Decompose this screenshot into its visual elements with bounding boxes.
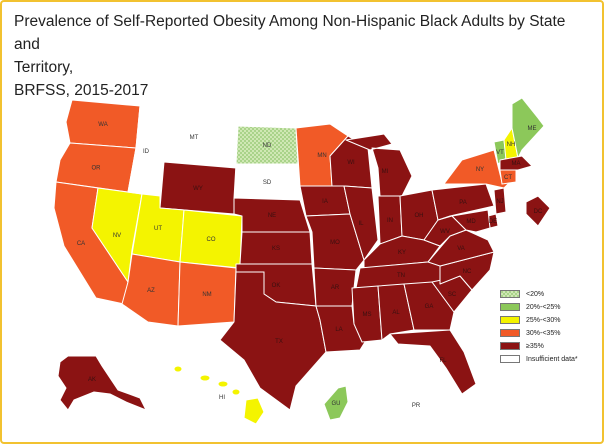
state-FL bbox=[389, 329, 477, 395]
state-label-mt: MT bbox=[190, 135, 199, 141]
state-label-wy: WY bbox=[193, 186, 203, 192]
state-GA bbox=[403, 281, 455, 331]
state-label-tx: TX bbox=[275, 339, 283, 345]
legend-swatch bbox=[500, 329, 520, 337]
state-label-mn: MN bbox=[317, 153, 326, 159]
legend-swatch bbox=[500, 303, 520, 311]
legend-item: <20% bbox=[500, 288, 578, 300]
state-label-ar: AR bbox=[331, 285, 340, 291]
state-AL bbox=[377, 283, 415, 341]
territory-PR bbox=[389, 397, 443, 413]
state-label-wa: WA bbox=[98, 122, 107, 128]
state-label-la: LA bbox=[335, 327, 342, 333]
legend-swatch bbox=[500, 355, 520, 363]
state-label-mi: MI bbox=[382, 169, 389, 175]
legend-label: 30%-<35% bbox=[526, 329, 561, 337]
map-title: Prevalence of Self-Reported Obesity Amon… bbox=[14, 10, 594, 102]
state-label-ne: NE bbox=[268, 213, 276, 219]
state-label-id: ID bbox=[143, 149, 150, 155]
state-label-ny: NY bbox=[476, 167, 484, 173]
state-label-tn: TN bbox=[397, 273, 405, 279]
legend-label: 25%-<30% bbox=[526, 316, 561, 324]
legend-label: Insufficient data* bbox=[526, 355, 578, 363]
legend-swatch bbox=[500, 316, 520, 324]
state-label-ks: KS bbox=[272, 246, 280, 252]
state-PA bbox=[431, 183, 495, 221]
map-legend: <20% 20%-<25% 25%-<30% 30%-<35% ≥35% Insuffic… bbox=[500, 288, 578, 366]
territory-GU bbox=[323, 385, 349, 421]
legend-item: 30%-<35% bbox=[500, 327, 578, 339]
title-line-2: Territory, bbox=[14, 59, 74, 76]
state-label-ky: KY bbox=[398, 250, 406, 256]
legend-swatch bbox=[500, 342, 520, 350]
state-label-ia: IA bbox=[322, 199, 328, 205]
state-label-ms: MS bbox=[363, 312, 372, 318]
state-label-wi: WI bbox=[347, 160, 355, 166]
state-AK bbox=[57, 355, 147, 411]
state-label-mo: MO bbox=[330, 240, 340, 246]
state-label-nm: NM bbox=[202, 292, 211, 298]
legend-item: ≥35% bbox=[500, 340, 578, 352]
state-label-wv: WV bbox=[440, 229, 450, 235]
state-label-or: OR bbox=[92, 166, 102, 172]
legend-swatch bbox=[500, 290, 520, 298]
state-labels: WA OR CA NV ID MT WY UT CO AZ NM ND SD NE KS OK TX MN IA MO… bbox=[77, 122, 543, 409]
state-label-sd: SD bbox=[263, 180, 272, 186]
state-label-ca: CA bbox=[77, 241, 85, 247]
state-label-va: VA bbox=[457, 246, 465, 252]
title-line-3: BRFSS, 2015-2017 bbox=[14, 82, 149, 99]
state-label-nj: NJ bbox=[496, 199, 503, 205]
legend-label: ≥35% bbox=[526, 342, 544, 350]
state-KY bbox=[363, 235, 441, 269]
state-label-sc: SC bbox=[448, 292, 457, 298]
state-label-ak: AK bbox=[88, 377, 96, 383]
state-label-de: DE bbox=[489, 219, 497, 225]
state-TX bbox=[219, 271, 327, 411]
state-label-vt: VT bbox=[496, 150, 504, 156]
state-label-nh: NH bbox=[507, 142, 516, 148]
state-label-gu: GU bbox=[332, 401, 341, 407]
legend-item: 25%-<30% bbox=[500, 314, 578, 326]
state-label-pa: PA bbox=[459, 200, 467, 206]
state-label-ga: GA bbox=[425, 304, 434, 310]
state-MD bbox=[451, 209, 491, 233]
legend-item: 20%-<25% bbox=[500, 301, 578, 313]
state-label-ut: UT bbox=[154, 226, 162, 232]
state-label-md: MD bbox=[466, 219, 476, 225]
state-label-ct: CT bbox=[504, 175, 512, 181]
title-line-1: Prevalence of Self-Reported Obesity Amon… bbox=[14, 13, 566, 53]
state-label-ok: OK bbox=[272, 283, 281, 289]
state-label-dc: DC bbox=[534, 209, 543, 215]
state-MS bbox=[351, 285, 383, 343]
state-label-me: ME bbox=[528, 126, 537, 132]
state-label-al: AL bbox=[392, 310, 400, 316]
state-label-nv: NV bbox=[113, 233, 121, 239]
state-label-pr: PR bbox=[412, 403, 421, 409]
state-label-co: CO bbox=[207, 237, 216, 243]
state-label-az: AZ bbox=[147, 288, 155, 294]
state-label-ma: MA bbox=[512, 161, 521, 167]
state-label-nd: ND bbox=[263, 143, 272, 149]
legend-item: Insufficient data* bbox=[500, 353, 578, 365]
state-DC bbox=[525, 195, 551, 227]
state-label-nc: NC bbox=[463, 269, 472, 275]
legend-label: <20% bbox=[526, 290, 545, 298]
state-NJ bbox=[493, 187, 507, 215]
state-HI bbox=[173, 365, 265, 425]
state-CT bbox=[499, 169, 517, 185]
state-IL bbox=[343, 185, 379, 261]
state-label-in: IN bbox=[387, 218, 393, 224]
state-MA bbox=[499, 155, 533, 171]
legend-label: 20%-<25% bbox=[526, 303, 561, 311]
state-label-oh: OH bbox=[415, 213, 424, 219]
state-label-il: IL bbox=[358, 221, 364, 227]
state-label-hi: HI bbox=[219, 395, 225, 401]
state-label-fl: FL bbox=[439, 358, 447, 364]
